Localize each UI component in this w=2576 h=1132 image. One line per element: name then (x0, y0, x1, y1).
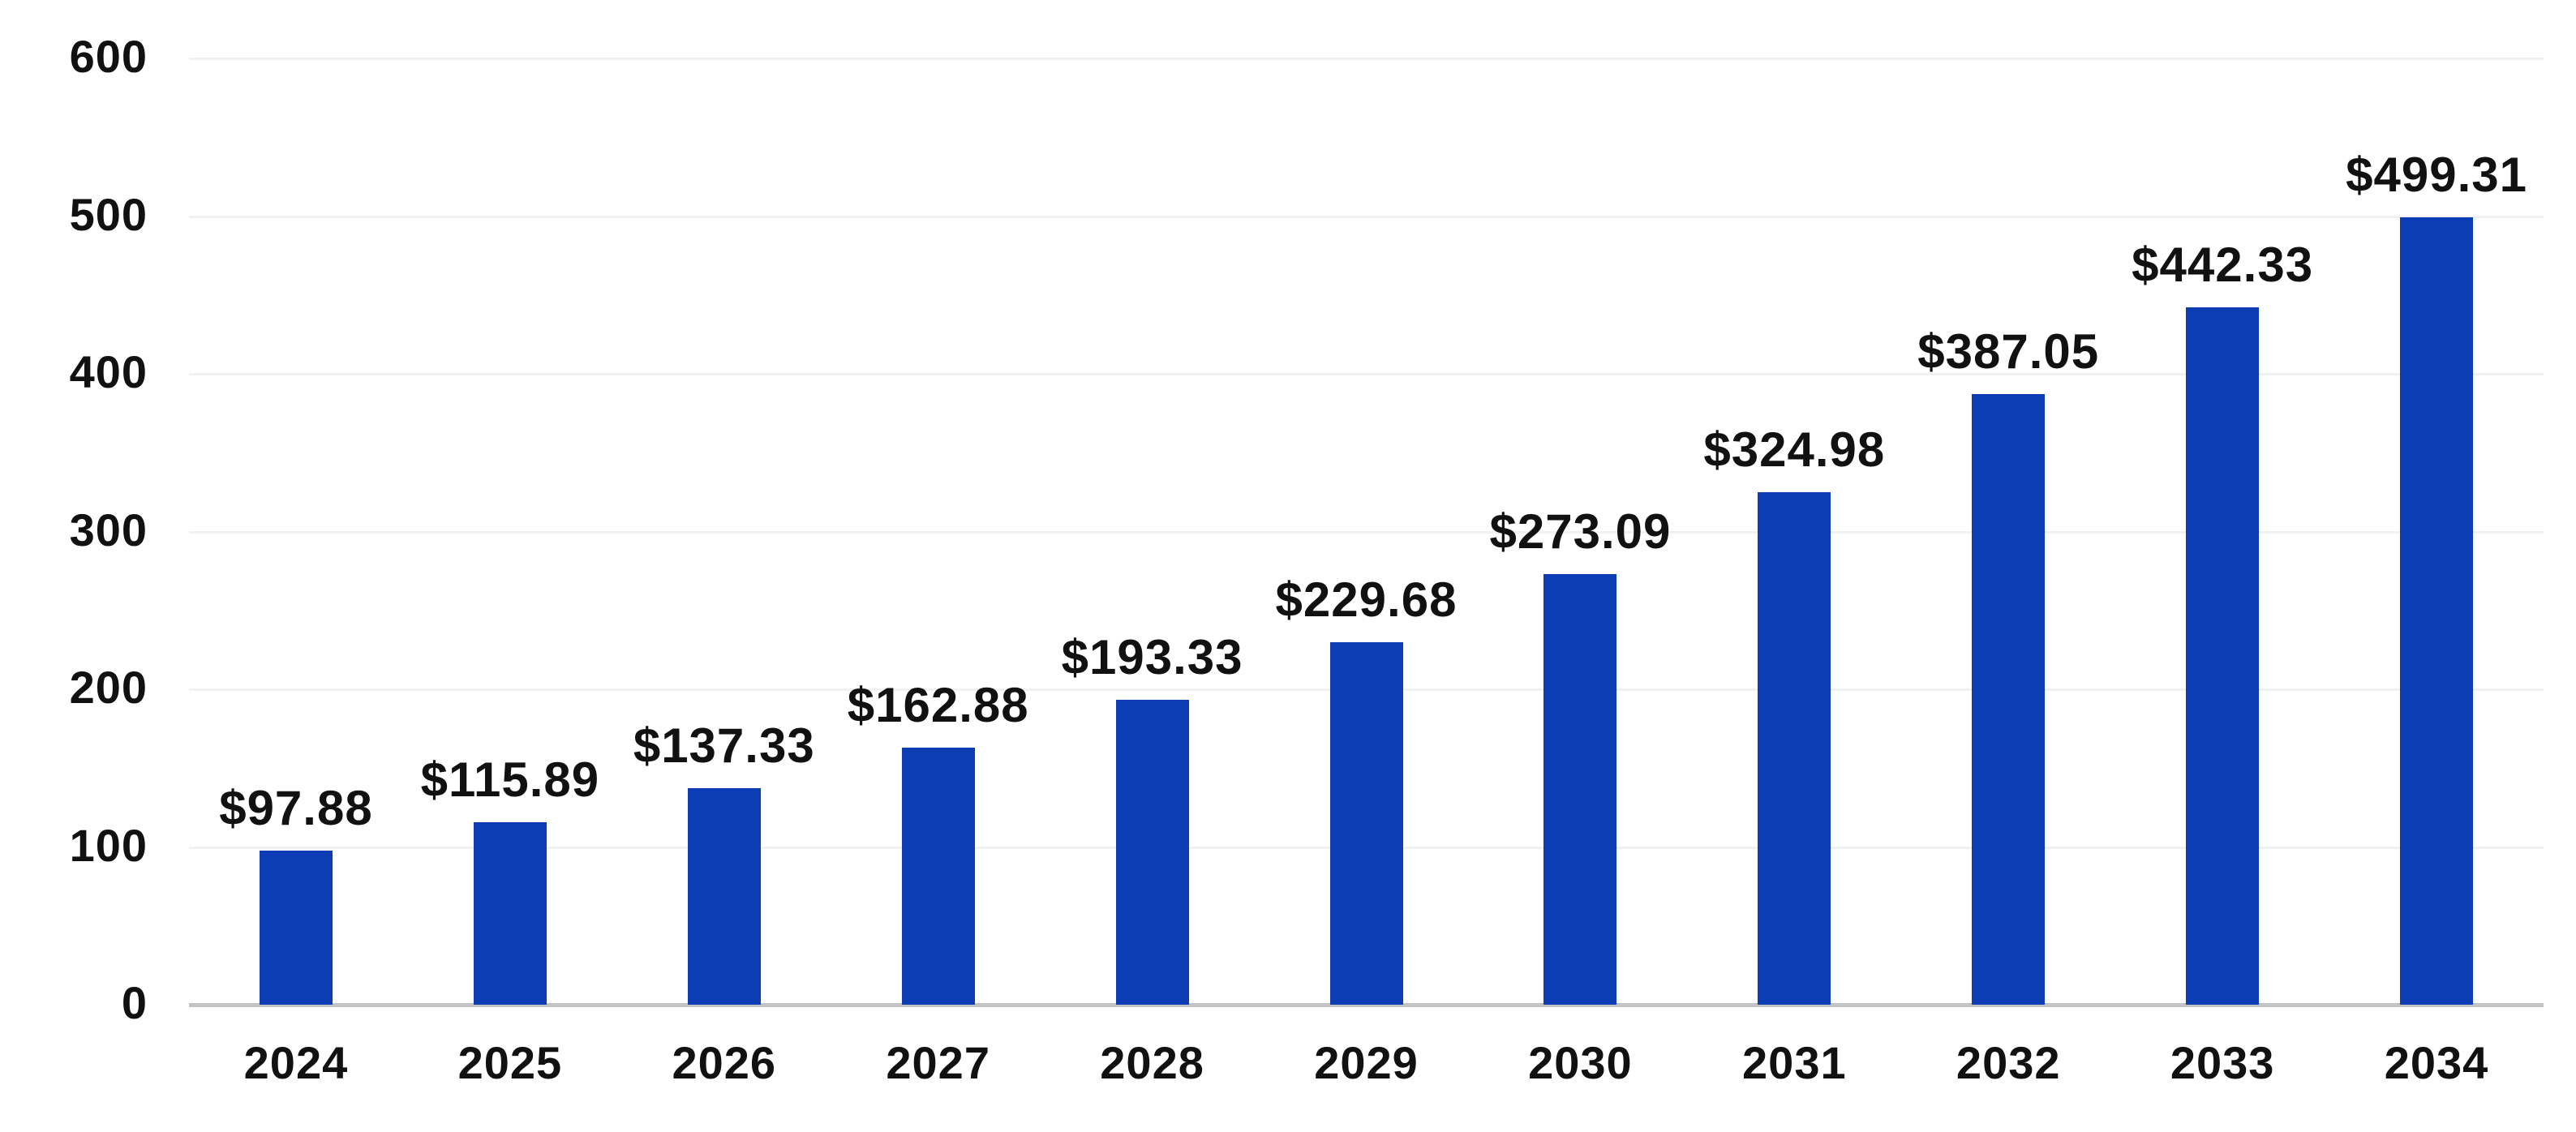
gridline-300 (189, 530, 2544, 534)
gridline-500 (189, 215, 2544, 218)
x-tick-label-2034: 2034 (2384, 1037, 2489, 1088)
bar-value-label-2026: $137.33 (633, 718, 815, 773)
bar-2024 (259, 850, 333, 1005)
bar-value-label-2029: $229.68 (1275, 572, 1458, 628)
bar-value-label-2033: $442.33 (2132, 237, 2314, 292)
gridline-600 (189, 58, 2544, 60)
bar-2029 (1329, 642, 1403, 1005)
bar-value-label-2030: $273.09 (1489, 504, 1672, 559)
x-tick-label-2024: 2024 (243, 1037, 349, 1088)
y-tick-label-100: 100 (69, 819, 148, 871)
bar-2032 (1972, 394, 2046, 1005)
y-tick-label-200: 200 (69, 661, 148, 713)
bar-value-label-2032: $387.05 (1917, 324, 2100, 379)
x-tick-label-2030: 2030 (1528, 1037, 1633, 1088)
x-tick-label-2028: 2028 (1100, 1037, 1204, 1088)
bar-2025 (473, 821, 547, 1005)
x-tick-label-2025: 2025 (457, 1037, 563, 1088)
x-tick-label-2027: 2027 (886, 1037, 990, 1088)
bar-value-label-2031: $324.98 (1703, 422, 1886, 477)
y-tick-label-300: 300 (69, 504, 148, 555)
y-tick-label-0: 0 (121, 976, 148, 1028)
bar-2031 (1758, 491, 1831, 1005)
bar-2033 (2186, 307, 2260, 1005)
bar-2028 (1115, 699, 1189, 1005)
bar-value-label-2025: $115.89 (420, 752, 600, 807)
x-tick-label-2031: 2031 (1742, 1037, 1847, 1088)
x-tick-label-2029: 2029 (1314, 1037, 1419, 1088)
y-tick-label-500: 500 (69, 188, 148, 240)
bar-value-label-2027: $162.88 (847, 678, 1029, 733)
bar-value-label-2028: $193.33 (1061, 629, 1243, 684)
bar-value-label-2024: $97.88 (219, 780, 373, 835)
x-axis-baseline (189, 1003, 2544, 1007)
y-tick-label-400: 400 (69, 345, 148, 397)
bar-2027 (901, 748, 975, 1005)
bar-value-label-2034: $499.31 (2346, 147, 2527, 202)
gridline-400 (189, 373, 2544, 375)
x-tick-label-2033: 2033 (2170, 1037, 2275, 1088)
bar-2030 (1543, 573, 1617, 1005)
x-tick-label-2026: 2026 (672, 1037, 777, 1088)
bar-2026 (687, 787, 761, 1005)
y-tick-label-600: 600 (69, 30, 148, 82)
bar-2034 (2400, 217, 2474, 1005)
x-tick-label-2032: 2032 (1956, 1037, 2061, 1088)
